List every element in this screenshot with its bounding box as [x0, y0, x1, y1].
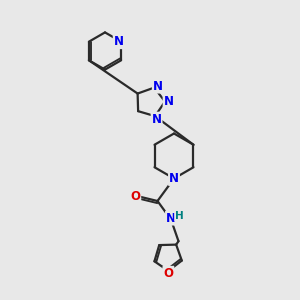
Text: O: O — [130, 190, 140, 203]
Text: N: N — [164, 95, 174, 108]
Text: H: H — [175, 211, 184, 221]
Text: N: N — [169, 172, 179, 185]
Text: N: N — [166, 212, 176, 225]
Text: N: N — [114, 35, 124, 48]
Text: N: N — [152, 112, 162, 126]
Text: O: O — [164, 267, 173, 280]
Text: N: N — [153, 80, 163, 93]
